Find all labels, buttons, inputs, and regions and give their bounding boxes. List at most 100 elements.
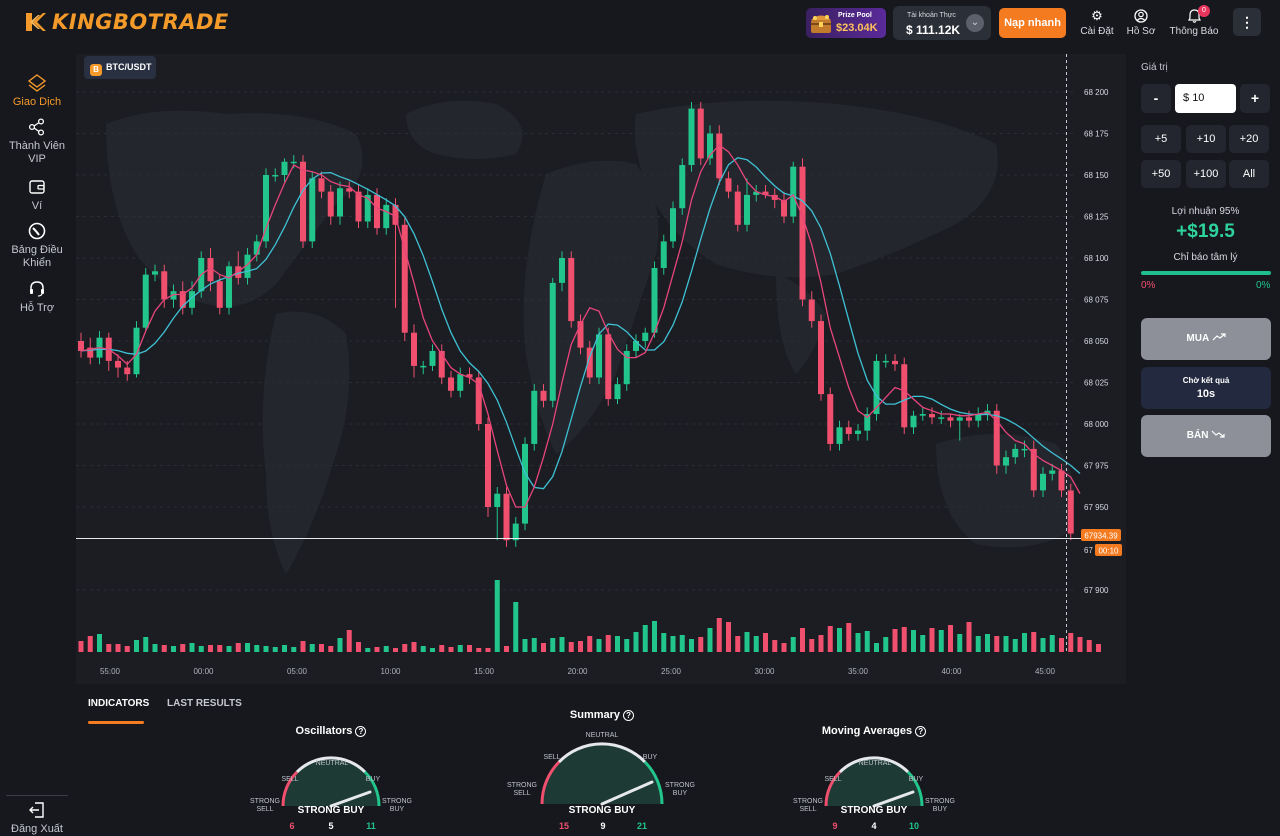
candle-body: [531, 390, 538, 444]
volume-bar: [365, 648, 371, 652]
volume-bar: [208, 645, 213, 652]
chevron-down-icon[interactable]: ⌄: [966, 14, 984, 32]
increase-amount-button[interactable]: +: [1240, 84, 1270, 113]
price-chart[interactable]: 68 200 68 175 68 150 68 125 68 100 68 075 68 0…: [76, 54, 1126, 684]
y-tick-label: 68 175: [1084, 130, 1109, 139]
volume-bar: [864, 631, 870, 652]
prize-pool[interactable]: Prize Pool $23.04K: [806, 8, 886, 38]
volume-bar: [346, 630, 352, 652]
candle-body: [633, 341, 639, 351]
volume-bar: [559, 637, 565, 652]
trend-down-icon: [1211, 430, 1225, 438]
account-selector[interactable]: Tài khoản Thực $ 111.12K ⌄: [893, 6, 991, 40]
neutral-count: 9: [600, 821, 606, 831]
quick-amount-50[interactable]: +50: [1141, 160, 1181, 188]
sidebar-item-vip[interactable]: Thành Viên VIP: [0, 118, 74, 166]
label-strong-buy: STRONG BUY: [925, 798, 955, 813]
candle-body: [901, 364, 908, 428]
candle-body: [892, 360, 898, 365]
volume-bar: [356, 642, 361, 652]
profile-button[interactable]: Hồ Sơ: [1124, 9, 1158, 37]
label-strong-sell: STRONG SELL: [793, 798, 823, 813]
candle-body: [170, 291, 177, 300]
logo-text: KINGBOTRADE: [52, 10, 229, 34]
volume-bar: [763, 633, 768, 652]
quick-amount-20[interactable]: +20: [1229, 125, 1269, 153]
candle-body: [697, 108, 704, 159]
candlestick-chart[interactable]: 68 200 68 175 68 150 68 125 68 100 68 075 68 0…: [76, 54, 1126, 684]
candle-body: [290, 161, 297, 164]
volume-bar: [911, 630, 916, 652]
quick-amount-100[interactable]: +100: [1186, 160, 1226, 188]
moving-averages-gauge: Moving Averages ? STRONG SELL SELL NEUTR…: [781, 724, 967, 832]
candle-body: [1049, 470, 1056, 474]
countdown-value: 00:10: [1098, 547, 1119, 556]
quick-amount-all[interactable]: All: [1229, 160, 1269, 188]
candle-body: [189, 291, 195, 308]
candle-body: [272, 175, 279, 177]
candle-body: [522, 443, 528, 524]
pair-selector[interactable]: B BTC/USDT: [84, 56, 156, 79]
waiting-result-box: Chờ kết quả 10s: [1141, 367, 1271, 409]
sidebar-item-label: Giao Dịch: [12, 96, 62, 108]
volume-bar: [652, 621, 657, 652]
quick-amount-10[interactable]: +10: [1186, 125, 1226, 153]
sidebar-item-support[interactable]: Hỗ Trợ: [0, 280, 74, 315]
sentiment-bar: [1141, 271, 1271, 275]
buy-button[interactable]: MUA: [1141, 318, 1271, 360]
candle-body: [263, 175, 269, 242]
candle-body: [605, 334, 612, 400]
neutral-count: 5: [328, 821, 334, 831]
volume-bar: [1086, 640, 1092, 652]
candle-body: [1003, 457, 1009, 466]
logout-button[interactable]: Đăng Xuất: [0, 801, 74, 836]
candle-body: [966, 417, 972, 421]
sell-count: 6: [289, 821, 295, 831]
settings-label: Cài Đặt: [1080, 26, 1114, 37]
sidebar-item-wallet[interactable]: Ví: [0, 178, 74, 213]
y-tick-label: 67 900: [1084, 586, 1109, 595]
decrease-amount-button[interactable]: -: [1141, 84, 1171, 113]
label-buy: BUY: [908, 776, 924, 783]
candle-body: [864, 414, 871, 431]
current-price-tag: [1081, 529, 1121, 541]
volume-bar: [578, 641, 583, 652]
active-tab-indicator: [88, 721, 144, 724]
candle-body: [734, 191, 741, 225]
candle-body: [383, 204, 390, 229]
sidebar-item-trade[interactable]: Giao Dịch: [0, 74, 74, 109]
tab-last-results[interactable]: LAST RESULTS: [167, 698, 242, 709]
bell-icon: [1168, 9, 1220, 23]
quick-deposit-button[interactable]: Nạp nhanh: [999, 8, 1066, 38]
quick-amount-5[interactable]: +5: [1141, 125, 1181, 153]
candle-body: [559, 258, 565, 283]
volume-bar: [235, 643, 241, 652]
app-logo[interactable]: KINGBOTRADE: [24, 10, 229, 34]
volume-bar: [152, 644, 158, 652]
candle-body: [485, 424, 491, 507]
label-strong-buy: STRONG BUY: [382, 798, 412, 813]
settings-button[interactable]: ⚙ Cài Đặt: [1078, 9, 1116, 38]
volume-bar: [920, 635, 926, 652]
label-sell: SELL: [281, 776, 299, 783]
tab-indicators[interactable]: INDICATORS: [88, 698, 150, 709]
volume-bar: [1096, 644, 1101, 652]
sell-button[interactable]: BÁN: [1141, 415, 1271, 457]
sidebar-item-dashboard[interactable]: Bảng Điều Khiển: [0, 222, 74, 270]
candle-body: [475, 377, 482, 424]
notifications-button[interactable]: Thông Báo: [1168, 9, 1220, 37]
trade-icon: [27, 74, 47, 92]
candle-body: [549, 282, 556, 401]
candle-body: [568, 258, 575, 322]
world-map-background: [106, 100, 1074, 574]
candle-body: [309, 178, 316, 242]
candle-body: [438, 350, 445, 378]
y-tick-label: 67 975: [1084, 462, 1109, 471]
volume-bar: [929, 628, 935, 652]
candle-body: [716, 133, 723, 179]
candle-body: [494, 493, 501, 507]
volume-bar: [115, 644, 121, 652]
more-menu-button[interactable]: ⋮: [1233, 8, 1261, 36]
amount-input[interactable]: $ 10: [1175, 84, 1236, 113]
candle-body: [161, 271, 168, 300]
